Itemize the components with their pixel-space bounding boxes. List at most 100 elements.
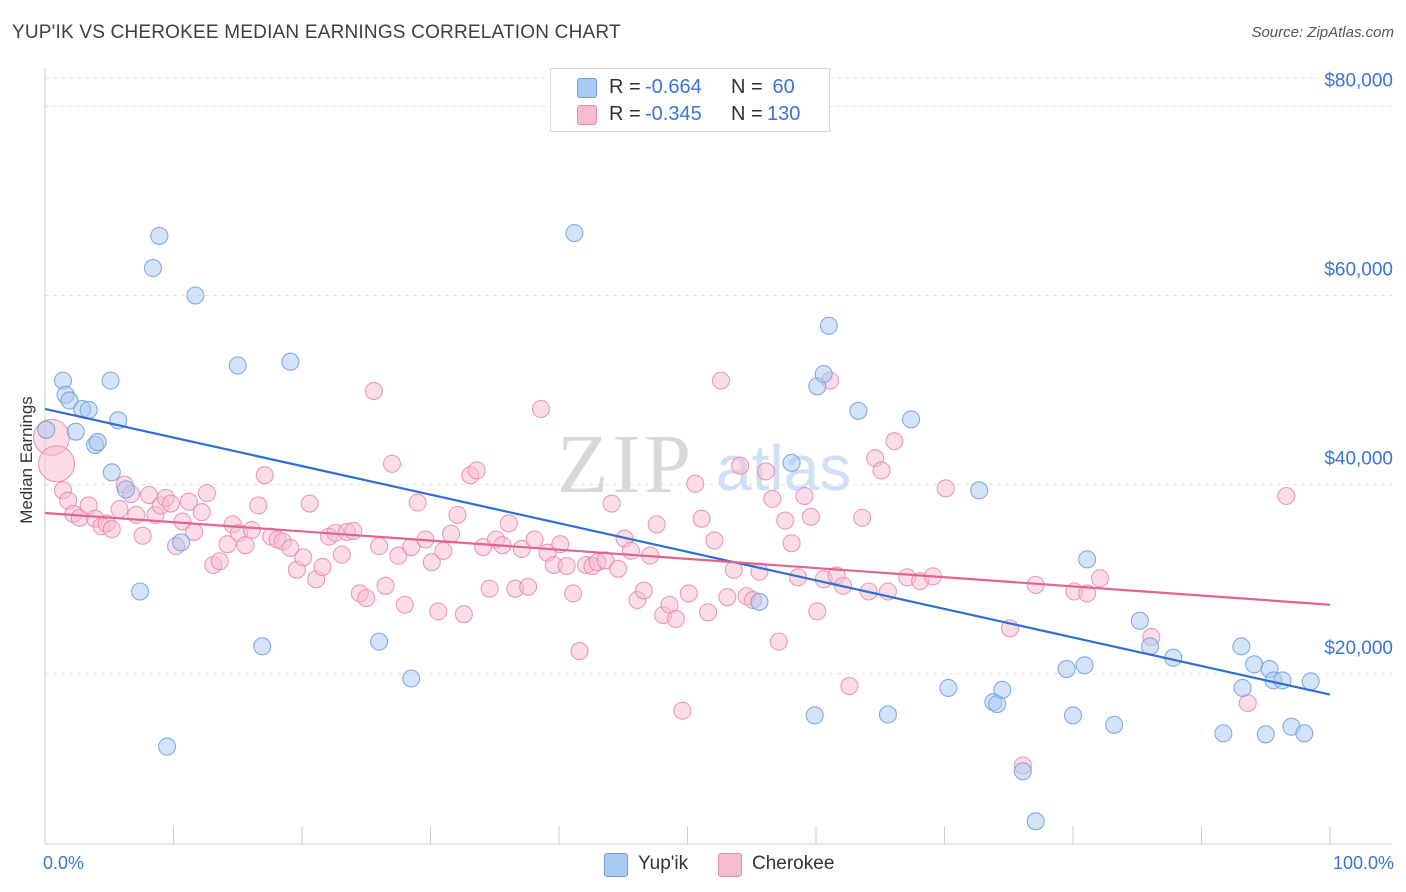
yupik-point [1214,724,1233,743]
x-tick-label-min: 0.0% [43,853,84,873]
yupik-point [158,737,177,756]
y-tick-label: $40,000 [1324,449,1393,470]
legend-r-value: -0.345 [645,103,702,125]
yupik-point [902,410,921,429]
yupik-point [102,463,121,482]
x-tick-label-max: 100.0% [1333,853,1394,873]
yupik-trend-line [44,407,1331,696]
yupik-point [186,286,205,305]
yupik-point [150,226,169,245]
cherokee-point [531,399,551,419]
cherokee-point [357,589,376,608]
yupik-point [819,316,838,335]
cherokee-point [102,520,121,539]
yupik-point [1245,655,1264,674]
cherokee-point [885,432,904,451]
cherokee-point [236,536,255,555]
cherokee-point [255,466,274,485]
correlation-legend: R = -0.664 N = 60 R = -0.345 N = 130 [550,68,830,132]
cherokee-point [570,642,589,661]
cherokee-point [408,493,427,512]
legend-swatch-cherokee [577,105,597,125]
cherokee-point [422,553,441,572]
cherokee-point [242,520,261,540]
yupik-point [131,582,150,601]
yupik-point [228,356,247,375]
cherokee-point [467,461,486,480]
yupik-point [1075,656,1094,675]
source-label: Source: ZipAtlas.com [1251,24,1394,41]
yupik-point [79,400,98,419]
cherokee-point [525,530,544,549]
yupik-point [1057,659,1076,679]
watermark: ZIP atlas [557,418,851,511]
yupik-point [1232,637,1251,656]
cherokee-point [179,492,198,511]
yupik-point [1301,672,1320,691]
cherokee-point [294,548,313,567]
y-axis-label: Median Earnings [17,396,36,524]
cherokee-point [161,494,180,513]
cherokee-point [376,576,395,595]
yupik-point [878,705,898,724]
yupik-point [814,364,833,384]
cherokee-point [673,701,692,720]
cherokee-point [1090,569,1110,588]
cherokee-point [692,509,711,528]
yupik-point [281,352,300,371]
yupik-point [1295,724,1314,743]
cherokee-point [313,557,332,576]
cherokee-points [32,371,1296,775]
yupik-point [849,401,868,420]
yupik-point [805,706,824,725]
cherokee-point [210,552,229,571]
yupik-point [1233,678,1252,698]
legend-r-value: -0.664 [645,76,702,98]
yupik-point [101,371,120,390]
legend-n-value: 60 [767,76,795,98]
cherokee-point [621,541,641,560]
cherokee-point [499,514,518,533]
yupik-point [1026,812,1045,831]
cherokee-point [370,537,389,556]
cherokee-point [133,526,152,545]
cherokee-point [602,494,621,513]
bottom-legend-label-cherokee: Cherokee [752,853,835,874]
yupik-point [1063,706,1083,725]
yupik-point [939,678,958,698]
cherokee-point [281,538,300,558]
cherokee-point [711,371,730,390]
legend-r-label: R = [609,103,641,125]
yupik-point [750,592,769,611]
cherokee-point [480,579,499,598]
cherokee-point [110,500,129,519]
cherokee-point [382,454,402,473]
cherokee-point [763,489,782,508]
cherokee-point [1277,486,1296,506]
y-tick-label: $60,000 [1324,260,1393,281]
cherokee-point [609,559,628,578]
legend-n-label: N = [731,103,763,125]
cherokee-point [769,632,788,651]
yupik-point [37,420,56,439]
bottom-legend-swatch-cherokee [718,853,742,877]
cherokee-point [795,486,814,506]
legend-n-label: N = [731,76,763,98]
cherokee-point [801,507,820,526]
cherokee-point [666,609,685,628]
legend-row-yupik: R = -0.664 N = 60 [551,74,829,100]
yupik-point [1078,550,1097,569]
yupik-point [1256,725,1275,744]
cherokee-point [634,581,653,600]
yupik-point [1013,762,1032,781]
y-tick-label: $80,000 [1324,70,1393,91]
cherokee-point [686,474,705,493]
yupik-point [88,433,107,452]
cherokee-point [332,545,351,564]
trend-lines [44,407,1331,696]
cherokee-point [840,677,859,696]
yupik-point [60,391,79,410]
yupik-point [172,533,191,552]
y-tick-label: $20,000 [1324,638,1393,659]
